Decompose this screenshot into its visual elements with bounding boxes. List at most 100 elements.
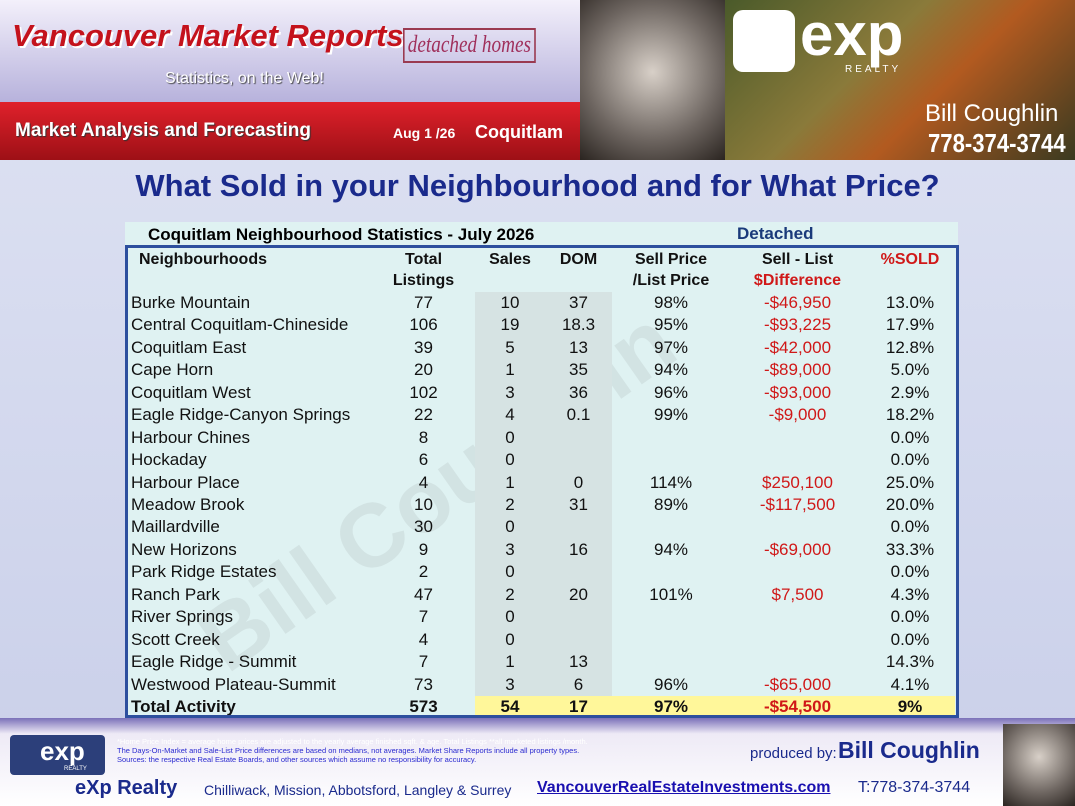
- table-cell: -$42,000: [763, 337, 832, 357]
- header-name: Bill Coughlin: [925, 100, 1059, 127]
- header-band: [0, 0, 580, 102]
- footer-photo: [1003, 724, 1075, 806]
- produced-by-label: produced by:: [750, 745, 837, 762]
- table-cell: 89%: [653, 495, 689, 514]
- table-cell: 16: [569, 539, 588, 559]
- table-cell: 97%: [653, 337, 689, 357]
- header-frame: [125, 245, 959, 294]
- table-cell: 3: [505, 674, 515, 694]
- table-cell: 20: [414, 360, 433, 380]
- header-area: Coquitlam: [475, 122, 563, 142]
- table-cell: 20: [569, 584, 588, 604]
- header-subtitle: Market Analysis and Forecasting: [15, 120, 312, 141]
- neighbourhood: Park Ridge Estates: [131, 562, 277, 582]
- table-cell: 0.0%: [890, 517, 930, 537]
- column-header: $Difference: [753, 272, 842, 289]
- table-cell: 99%: [653, 405, 689, 425]
- table-cell: 0.0%: [890, 607, 930, 627]
- column-header: Sell - List: [761, 251, 834, 268]
- column-header: Neighbourhoods: [139, 251, 267, 268]
- neighbourhood: Hockaday: [131, 450, 207, 470]
- neighbourhood: River Springs: [131, 607, 234, 627]
- neighbourhood: Central Coquitlam-Chineside: [131, 315, 349, 335]
- table-cell: 13: [569, 337, 588, 357]
- total-cell: 17: [569, 697, 588, 716]
- table-cell: 8: [418, 427, 429, 447]
- total-cell: 573: [409, 697, 438, 716]
- table-cell: -$89,000: [763, 360, 832, 380]
- table-cell: 4.3%: [890, 584, 930, 604]
- table-cell: 95%: [653, 315, 689, 335]
- table-cell: -$93,000: [763, 382, 832, 402]
- neighbourhood: New Horizons: [131, 539, 237, 559]
- table-cell: 4.1%: [890, 674, 930, 694]
- logo-text: exp: [800, 1, 904, 68]
- table-category: Detached: [737, 224, 814, 243]
- table-cell: $250,100: [762, 472, 833, 492]
- website[interactable]: VancouverRealEstateInvestments.com: [537, 779, 831, 796]
- table-cell: 5.0%: [890, 360, 930, 380]
- table-cell: 10: [500, 293, 520, 312]
- total-cell: 54: [500, 697, 520, 716]
- column-header: Listings: [392, 272, 455, 289]
- areas: Chilliwack, Mission, Abbotsford, Langley…: [204, 782, 512, 798]
- table-cell: 20.0%: [885, 495, 935, 514]
- table-cell: -$46,950: [763, 293, 832, 312]
- table-cell: 30: [414, 517, 433, 537]
- table-cell: 2.9%: [890, 382, 930, 402]
- table-cell: 0: [505, 607, 515, 627]
- table-cell: 96%: [653, 674, 689, 694]
- company: eXp Realty: [75, 777, 178, 799]
- table-cell: 0: [505, 427, 515, 447]
- table-cell: 25.0%: [885, 472, 935, 492]
- table-cell: 18.3: [561, 315, 596, 335]
- table-cell: 35: [569, 360, 588, 380]
- table-cell: 0: [505, 450, 515, 470]
- table-cell: 5: [505, 337, 515, 357]
- table-cell: 0: [505, 629, 515, 649]
- table-cell: 13.0%: [885, 293, 935, 312]
- total-cell: 97%: [653, 697, 689, 716]
- neighbourhood: Cape Horn: [131, 360, 214, 380]
- table-cell: 17.9%: [885, 315, 935, 335]
- logo-icon: [733, 10, 795, 72]
- table-cell: 101%: [649, 584, 693, 604]
- neighbourhood: Scott Creek: [131, 629, 220, 649]
- header-badge: detached homes: [403, 28, 536, 63]
- table-cell: 3: [505, 382, 515, 402]
- table-cell: -$9,000: [768, 405, 827, 425]
- table-cell: 4: [418, 472, 429, 492]
- column-header: %SOLD: [880, 251, 940, 268]
- table-cell: 0.1: [566, 405, 591, 425]
- table-cell: 2: [505, 584, 515, 604]
- table-cell: 0.0%: [890, 427, 930, 447]
- footer-logo-sub: REALTY: [64, 766, 87, 772]
- table-cell: 1: [505, 652, 515, 672]
- table-cell: 3: [505, 539, 515, 559]
- table-cell: 7: [418, 607, 429, 627]
- header-title: Vancouver Market Reports: [12, 18, 404, 53]
- table-cell: 47: [414, 584, 433, 604]
- footer-note: The Days-On-Market and Sale-List Price d…: [117, 746, 580, 755]
- table-cell: -$93,225: [763, 315, 832, 335]
- table-cell: 18.2%: [885, 405, 935, 425]
- table-cell: 4: [418, 629, 429, 649]
- table-cell: 0: [573, 472, 584, 492]
- column-header: DOM: [559, 251, 598, 268]
- footer-logo: exp: [40, 736, 85, 766]
- table-cell: 0: [505, 562, 515, 582]
- table-cell: 94%: [653, 360, 689, 380]
- table-frame: [125, 291, 959, 718]
- column-header: /List Price: [632, 272, 710, 289]
- footer-note: Sources: the respective Real Estate Boar…: [117, 755, 477, 764]
- producer: Bill Coughlin: [838, 737, 980, 763]
- table-cell: 102: [409, 382, 438, 402]
- table-cell: 2: [418, 562, 429, 582]
- table-cell: 37: [569, 293, 588, 312]
- table-cell: 12.8%: [885, 337, 935, 357]
- table-cell: 1: [505, 360, 515, 380]
- total-row-bg: [475, 696, 955, 716]
- header-date: Aug 1 /26: [393, 125, 456, 141]
- headline: What Sold in your Neighbourhood and for …: [135, 168, 940, 203]
